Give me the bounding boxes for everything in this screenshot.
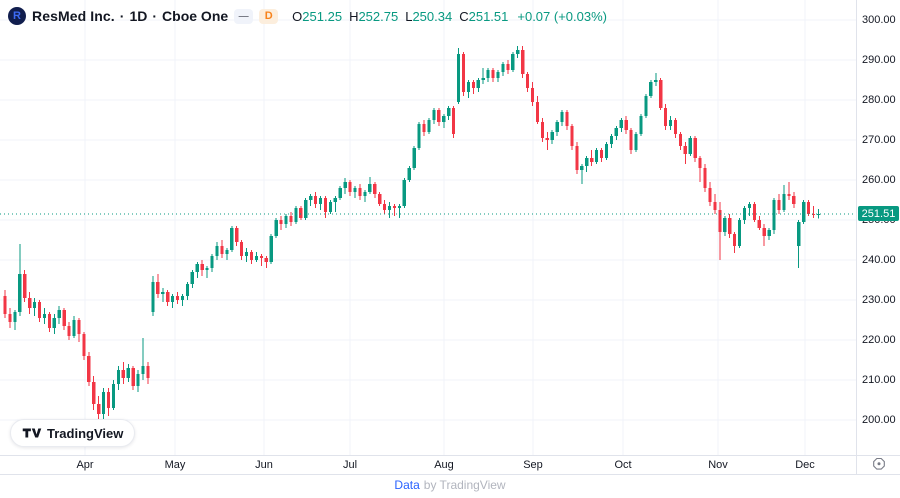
time-tick-label-jun: Jun [255,459,273,471]
price-tick-label: 260.00 [862,174,896,186]
high-value: 252.75 [358,8,399,24]
attribution-text: by TradingView [423,478,506,492]
time-tick-label-aug: Aug [434,459,454,471]
tradingview-logo-text: TradingView [47,425,124,441]
time-tick-label-oct: Oct [614,459,632,471]
time-tick-label-jul: Jul [342,459,358,471]
attribution: Data by TradingView [0,478,900,492]
close-label: C [459,8,469,24]
title-separator: · [152,8,158,24]
last-price-badge: 251.51 [858,206,899,222]
data-link[interactable]: Data [394,478,420,492]
time-tick-label-nov: Nov [708,459,728,471]
price-tick-label: 230.00 [862,294,896,306]
chart-header: R ResMed Inc. · 1D · Cboe One — D O251.2… [8,7,607,25]
close-value: 251.51 [468,8,509,24]
tradingview-logo[interactable]: TradingView [10,419,136,447]
interval-badge[interactable]: D [259,8,279,24]
price-tick-label: 270.00 [862,134,896,146]
price-tick-label: 220.00 [862,334,896,346]
high-label: H [349,8,359,24]
time-axis-separator [0,455,900,456]
time-tick-label-may: May [164,459,186,471]
low-label: L [405,8,413,24]
symbol-interval[interactable]: 1D [129,8,148,24]
price-tick-label: 280.00 [862,94,896,106]
open-value: 251.25 [302,8,343,24]
price-tick-label: 210.00 [862,374,896,386]
title-separator: · [119,8,125,24]
price-tick-label: 240.00 [862,254,896,266]
time-tick-label-apr: Apr [76,459,94,471]
low-value: 250.34 [412,8,453,24]
open-label: O [292,8,303,24]
ohlc-open: O251.25 [292,9,342,24]
ohlc-close: C251.51 [459,9,508,24]
price-axis-separator [856,0,857,475]
time-axis-bottom-separator [0,474,900,475]
change-value: +0.07 (+0.03%) [517,8,607,24]
time-tick-label-sep: Sep [523,459,543,471]
ohlc-readout: O251.25 H252.75 L250.34 C251.51 +0.07 (+… [292,9,607,24]
ohlc-low: L250.34 [405,9,452,24]
symbol-title[interactable]: ResMed Inc. [32,8,115,24]
ohlc-high: H252.75 [349,9,398,24]
candlestick-chart[interactable] [0,0,856,455]
symbol-exchange[interactable]: Cboe One [162,8,229,24]
price-tick-label: 290.00 [862,54,896,66]
dash-badge-icon[interactable]: — [234,8,254,24]
axis-settings-icon[interactable] [872,457,886,471]
price-tick-label: 200.00 [862,414,896,426]
symbol-logo-icon: R [8,7,26,25]
time-tick-label-dec: Dec [795,459,815,471]
tradingview-logo-icon [22,428,42,438]
price-tick-label: 300.00 [862,14,896,26]
